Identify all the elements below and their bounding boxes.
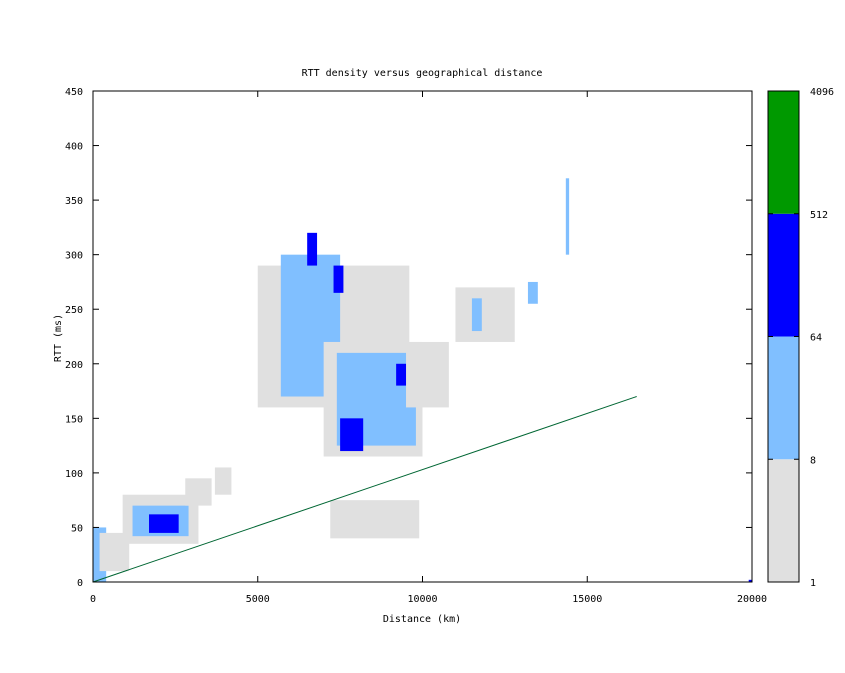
density-cell	[527, 281, 538, 304]
colorbar-segment	[768, 459, 799, 582]
y-tick-label: 150	[65, 414, 83, 425]
y-tick-label: 400	[65, 142, 83, 153]
x-axis-label: Distance (km)	[383, 614, 461, 625]
colorbar-tick-label: 1	[810, 578, 816, 589]
y-tick-label: 50	[71, 523, 83, 534]
density-cell	[406, 341, 449, 408]
colorbar-tick-label: 4096	[810, 87, 834, 98]
colorbar-tick-label: 512	[810, 210, 828, 221]
colorbar-segment	[768, 91, 799, 214]
density-cell	[214, 467, 232, 495]
density-cell	[149, 514, 179, 533]
colorbar-tick-label: 64	[810, 333, 822, 344]
density-heatmap	[93, 178, 752, 582]
x-tick-label: 20000	[737, 594, 767, 605]
density-cell	[455, 287, 515, 342]
y-tick-label: 450	[65, 87, 83, 98]
y-tick-label: 100	[65, 469, 83, 480]
density-cell	[307, 232, 318, 266]
y-tick-label: 350	[65, 196, 83, 207]
colorbar-segment	[768, 336, 799, 460]
colorbar: 1 8 64 512 4096	[767, 87, 834, 589]
y-axis: 0 50 100 150 200 250 300 350 400 450	[65, 87, 752, 589]
x-axis: 0 5000 10000 15000 20000	[90, 91, 767, 605]
density-cell	[748, 579, 752, 582]
y-tick-label: 250	[65, 305, 83, 316]
density-cell	[185, 478, 212, 506]
density-cell	[340, 418, 364, 452]
y-tick-label: 0	[77, 578, 83, 589]
y-tick-label: 200	[65, 360, 83, 371]
y-axis-label: RTT (ms)	[53, 314, 64, 362]
colorbar-segment	[768, 213, 799, 337]
density-cell	[330, 500, 420, 539]
y-tick-label: 300	[65, 251, 83, 262]
density-cell	[333, 265, 344, 293]
chart-title: RTT density versus geographical distance	[302, 68, 543, 79]
x-tick-label: 10000	[407, 594, 437, 605]
x-tick-label: 0	[90, 594, 96, 605]
density-cell	[565, 178, 570, 255]
x-tick-label: 15000	[572, 594, 602, 605]
colorbar-tick-label: 8	[810, 455, 816, 466]
x-tick-label: 5000	[246, 594, 270, 605]
density-cell	[471, 298, 482, 332]
reference-line	[92, 396, 637, 583]
reference-line-layer	[92, 396, 637, 583]
